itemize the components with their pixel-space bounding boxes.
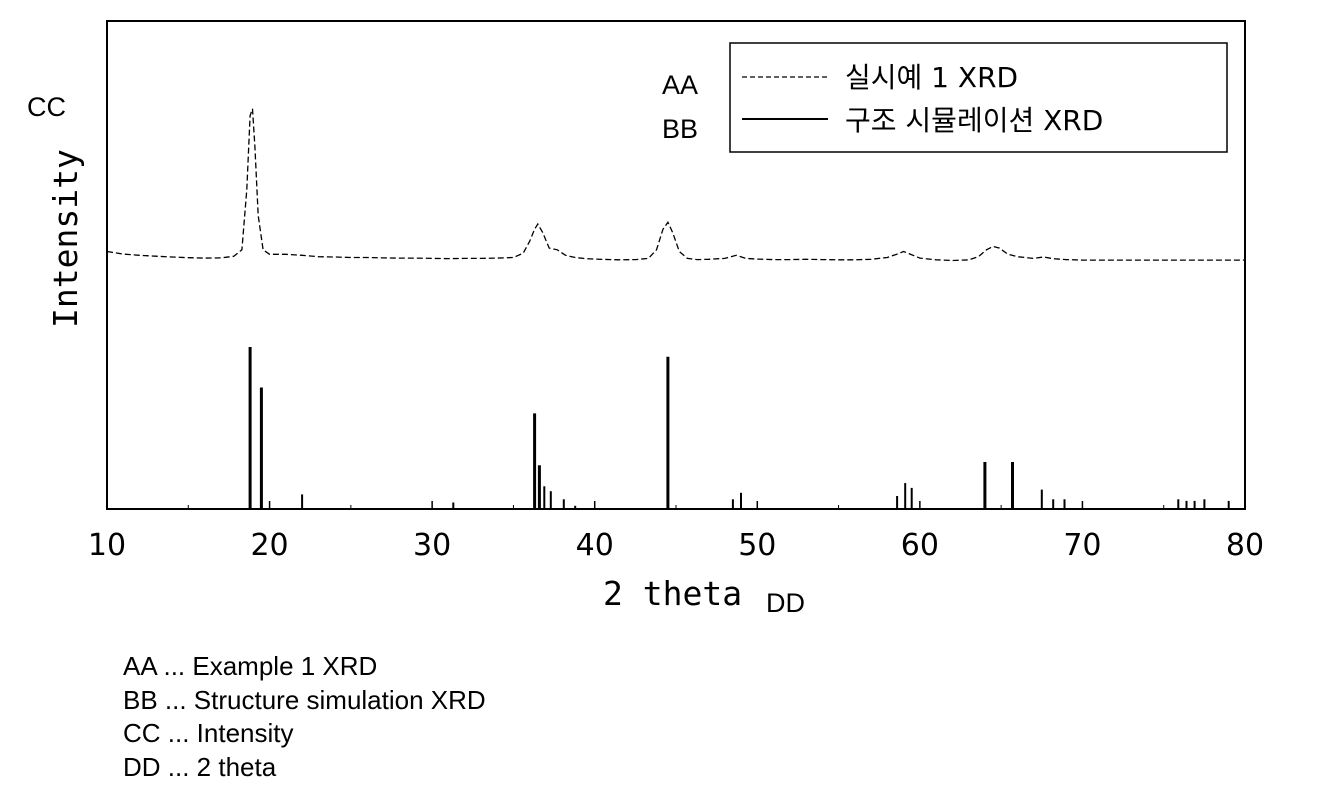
y-axis-marker: CC [27, 92, 66, 122]
footnote-list: AA ... Example 1 XRD BB ... Structure si… [123, 650, 486, 784]
footnote-cc: CC ... Intensity [123, 718, 294, 748]
x-tick-label: 50 [738, 528, 776, 563]
legend: 실시예 1 XRD 구조 시뮬레이션 XRD AA BB [662, 42, 1228, 153]
x-tick-label: 20 [250, 528, 288, 563]
x-tick-label: 70 [1063, 528, 1101, 563]
x-tick-label: 40 [576, 528, 614, 563]
y-axis-title: Intensity [46, 149, 85, 328]
x-tick-label: 30 [413, 528, 451, 563]
legend-marker-aa: AA [662, 70, 698, 100]
x-axis-title: 2 theta [603, 574, 742, 613]
x-axis-ticks: 10 20 30 40 50 60 70 80 [88, 501, 1264, 563]
footnote-dd: DD ... 2 theta [123, 751, 277, 782]
legend-label-series-1: 실시예 1 XRD [845, 61, 1018, 94]
x-axis-marker: DD [766, 588, 805, 618]
x-tick-label: 10 [88, 528, 126, 563]
plot-area [106, 108, 1245, 509]
x-tick-label: 60 [901, 528, 939, 563]
xrd-chart: 10 20 30 40 50 60 70 80 2 theta DD Intensity CC… [27, 20, 1264, 618]
series-line-example-1 [106, 108, 1245, 262]
legend-marker-bb: BB [662, 114, 698, 144]
legend-box [729, 42, 1228, 153]
x-tick-label: 80 [1226, 528, 1264, 563]
footnote-bb: BB ... Structure simulation XRD [123, 684, 486, 715]
footnote-aa: AA ... Example 1 XRD [123, 651, 378, 681]
legend-label-series-2: 구조 시뮬레이션 XRD [845, 104, 1103, 137]
